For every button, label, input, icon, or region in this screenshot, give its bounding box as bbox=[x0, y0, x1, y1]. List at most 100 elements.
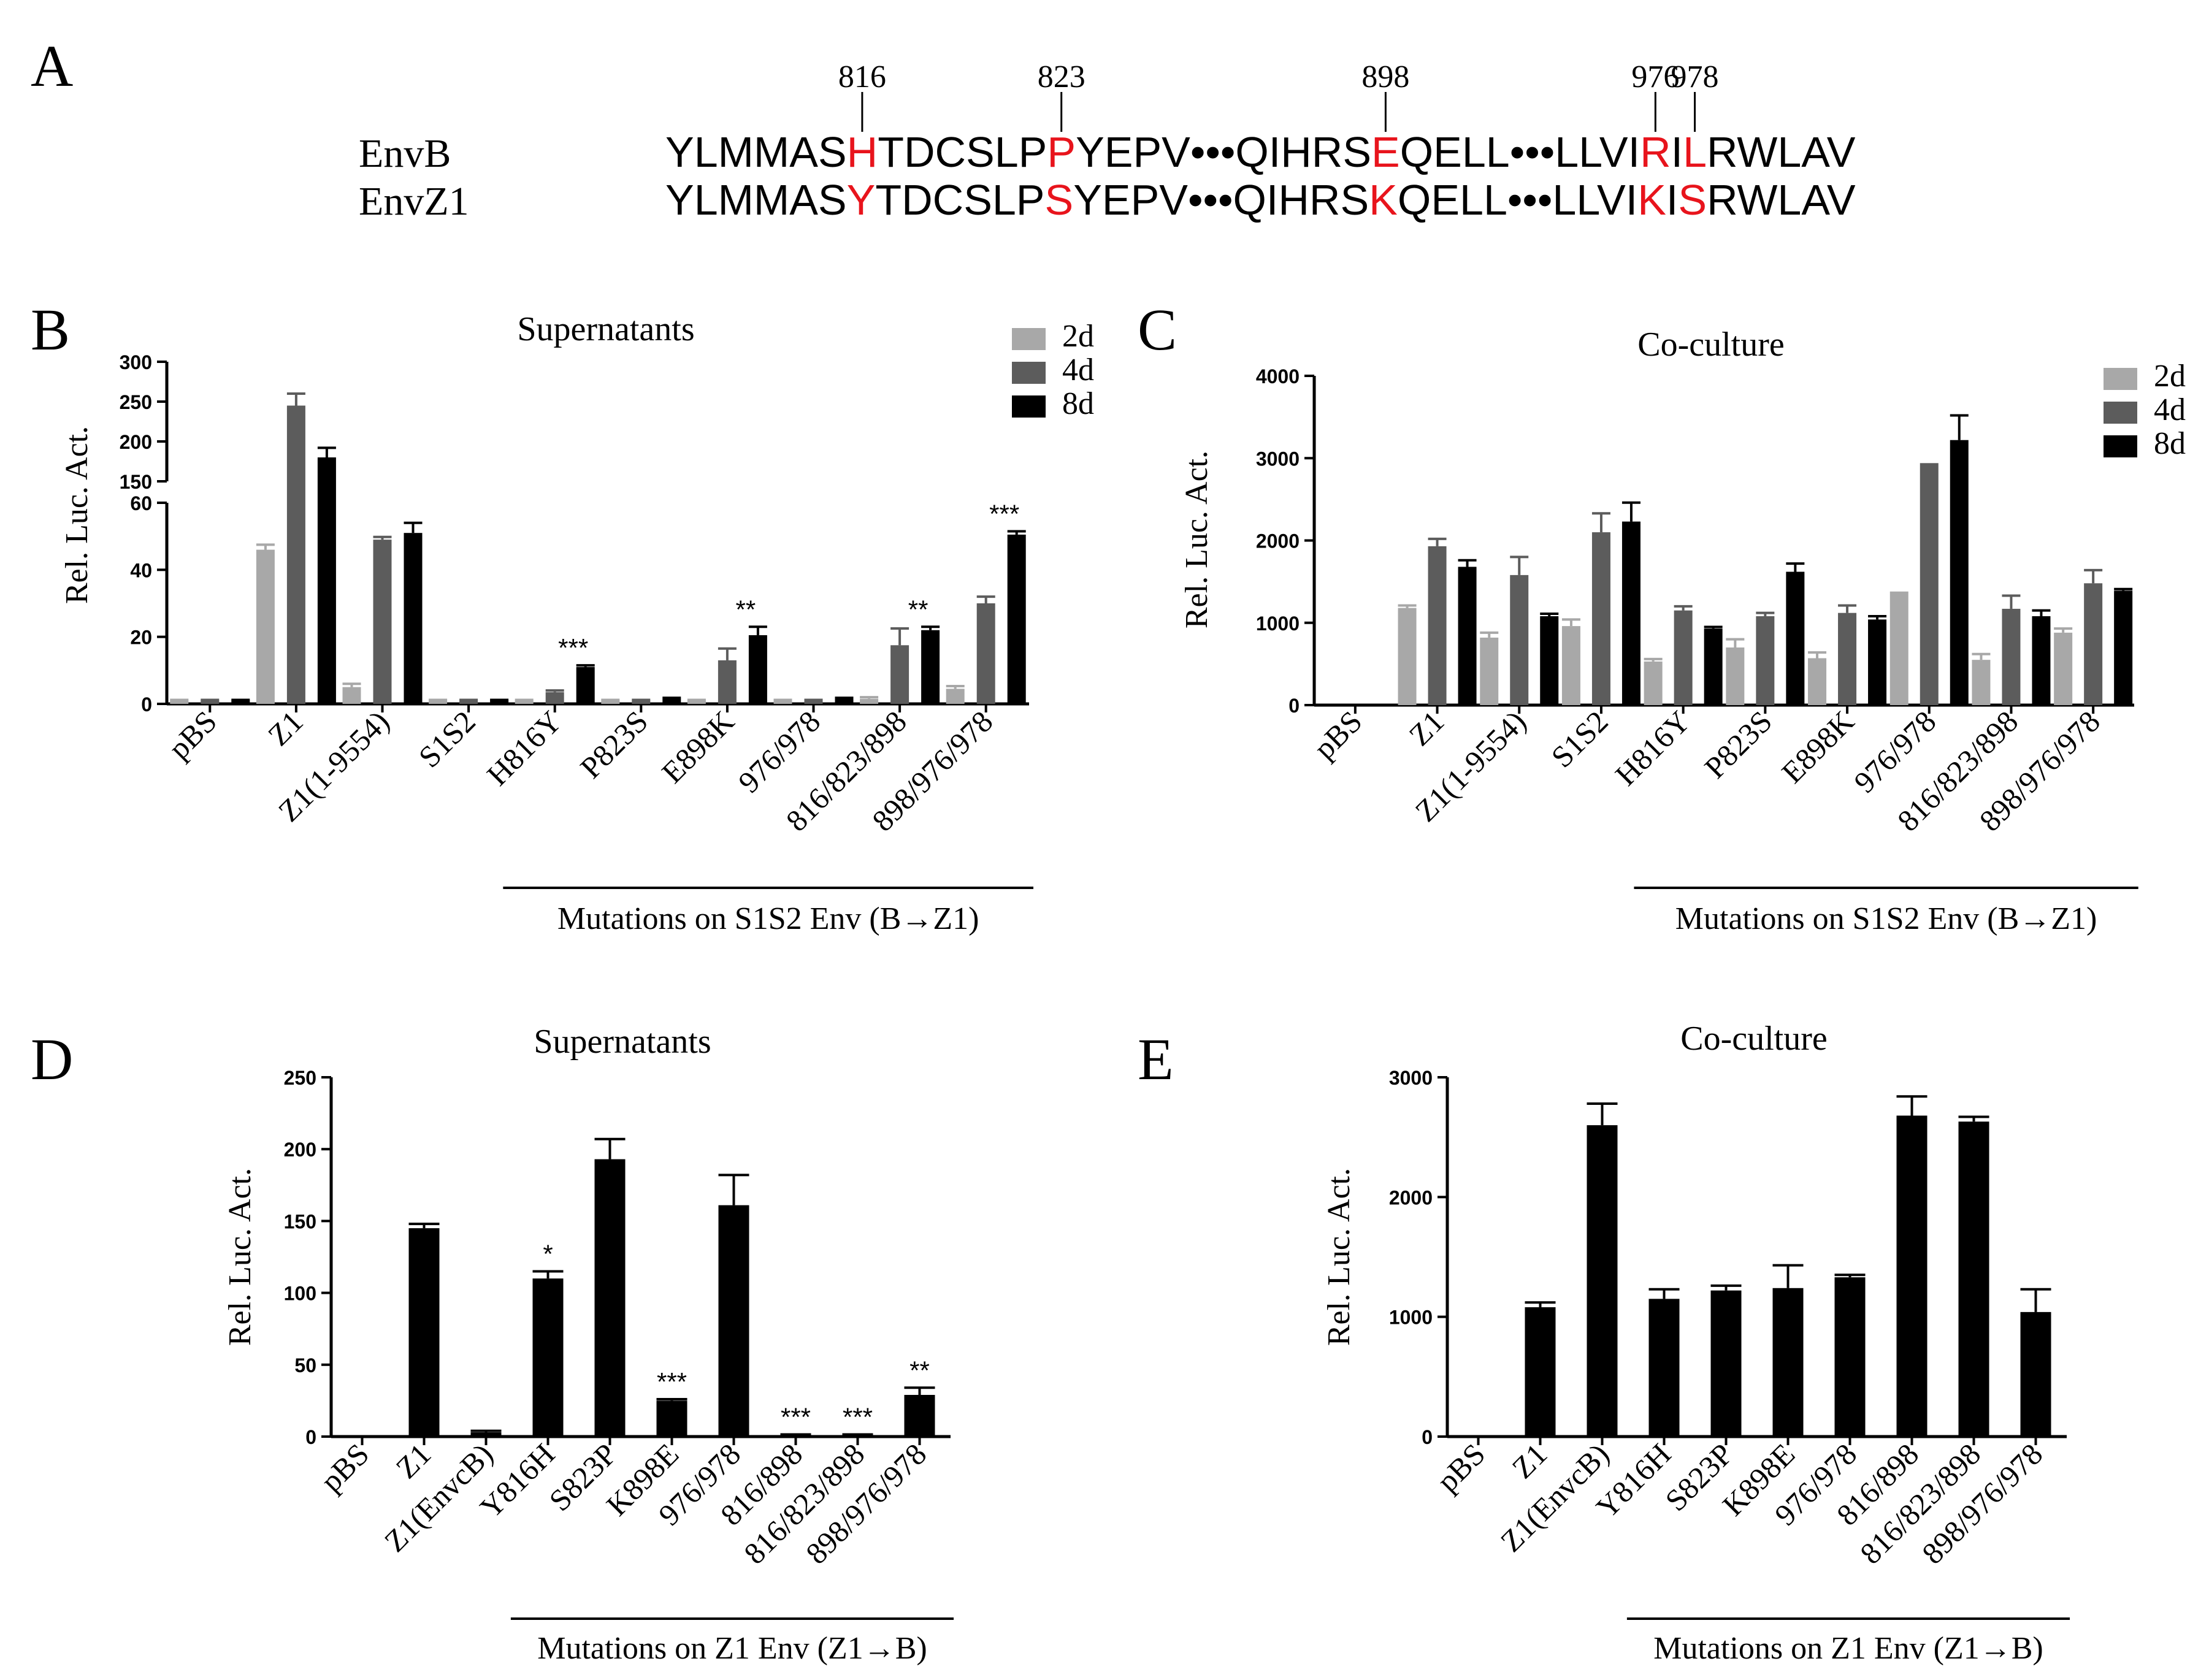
bar-4d-816-823-898 bbox=[2002, 608, 2021, 705]
sequence-segment: QELL•••LLVI bbox=[1400, 128, 1640, 176]
y-axis-label: Rel. Luc. Act. bbox=[1179, 451, 1214, 628]
bar-2d-z1 bbox=[1398, 608, 1417, 705]
bar-2d-e898k bbox=[1808, 658, 1827, 705]
sequence-segment: TDCSLP bbox=[878, 128, 1047, 176]
panel-label-a: A bbox=[31, 33, 73, 99]
legend-swatch-2d bbox=[2104, 368, 2137, 390]
significance-marker: * bbox=[543, 1239, 553, 1268]
sequence-segment: YLMMAS bbox=[665, 128, 847, 176]
panel-label-e: E bbox=[1138, 1026, 1174, 1092]
bar-8d-s1s2 bbox=[490, 700, 509, 704]
legend-swatch-4d bbox=[2104, 402, 2137, 424]
y-tick-label: 150 bbox=[120, 471, 152, 493]
bar-2d-z1-1-9554 bbox=[1480, 637, 1499, 705]
bar-value-s823p bbox=[1710, 1290, 1742, 1437]
legend-label-4d: 4d bbox=[1062, 353, 1094, 388]
bar-4d-e898k bbox=[1838, 613, 1857, 705]
significance-marker: *** bbox=[843, 1402, 873, 1431]
sequence-segment: YLMMAS bbox=[665, 176, 847, 224]
y-tick-label: 50 bbox=[294, 1354, 316, 1376]
sequence-alignment: EnvB EnvZ1 YLMMASHTDCSLPPYEPV•••QIHRSEQE… bbox=[359, 59, 1856, 224]
chart-title: Supernatants bbox=[534, 1023, 711, 1061]
bar-2d-p823s bbox=[601, 700, 620, 704]
y-tick-label: 2000 bbox=[1389, 1186, 1433, 1208]
bar-2d-816-823-898 bbox=[860, 698, 879, 704]
bar-value-k898e bbox=[656, 1400, 687, 1437]
y-axis-label: Rel. Luc. Act. bbox=[59, 426, 94, 604]
mutation-group-label: Mutations on Z1 Env (Z1→B) bbox=[1653, 1631, 2043, 1666]
y-tick-label: 20 bbox=[130, 627, 152, 649]
legend-label-2d: 2d bbox=[2154, 359, 2186, 394]
mutation-group-label: Mutations on S1S2 Env (B→Z1) bbox=[1675, 901, 2097, 936]
bar-value-y816h bbox=[1648, 1299, 1680, 1437]
bar-4d-z1 bbox=[286, 405, 305, 704]
bar-2d-s1s2 bbox=[429, 700, 448, 704]
bar-value-816-823-898 bbox=[1958, 1121, 1989, 1437]
y-tick-label: 300 bbox=[120, 351, 152, 373]
bar-4d-z1-1-9554 bbox=[373, 540, 392, 704]
legend-swatch-4d bbox=[1012, 362, 1046, 384]
legend-label-4d: 4d bbox=[2154, 392, 2186, 427]
sequence-segment: RWLAV bbox=[1707, 128, 1856, 176]
chart-c-coculture: Co-culture Rel. Luc. Act. 0 1000 2000 3000 400… bbox=[1179, 326, 2186, 936]
bar-8d-898-976-978 bbox=[1007, 534, 1026, 704]
bar-value-k898e bbox=[1772, 1288, 1804, 1437]
bar-8d-h816y bbox=[576, 666, 595, 704]
bar-value-816-823-898 bbox=[842, 1435, 873, 1437]
mutation-residue: R bbox=[1640, 128, 1671, 176]
bar-4d-976-978 bbox=[804, 700, 823, 704]
significance-marker: *** bbox=[558, 633, 588, 662]
bar-value-s823p bbox=[594, 1159, 626, 1437]
bar-4d-976-978 bbox=[1920, 463, 1939, 705]
mutation-group-label: Mutations on Z1 Env (Z1→B) bbox=[537, 1631, 927, 1666]
bar-2d-p823s bbox=[1726, 647, 1745, 705]
significance-marker: ** bbox=[736, 595, 756, 624]
bar-4d-s1s2 bbox=[1591, 532, 1610, 705]
bar-4d-s1s2 bbox=[459, 700, 478, 704]
y-tick-label: 40 bbox=[130, 559, 152, 581]
bar-2d-z1-1-9554 bbox=[342, 687, 361, 704]
y-axis-label: Rel. Luc. Act. bbox=[223, 1168, 258, 1346]
y-tick-label: 0 bbox=[1422, 1426, 1433, 1448]
bar-4d-h816y bbox=[545, 692, 564, 704]
bar-8d-z1-1-9554 bbox=[404, 533, 423, 704]
y-tick-label: 1000 bbox=[1256, 613, 1300, 635]
bar-2d-898-976-978 bbox=[2054, 632, 2073, 705]
mutation-group-label: Mutations on S1S2 Env (B→Z1) bbox=[557, 901, 979, 936]
bar-value-z1-envcb bbox=[470, 1432, 502, 1437]
bar-8d-z1-1-9554 bbox=[1540, 616, 1559, 705]
bar-4d-z1 bbox=[1428, 546, 1447, 705]
bar-value-pbs bbox=[346, 1435, 378, 1437]
seq-name-envz1: EnvZ1 bbox=[359, 179, 469, 224]
bar-2d-e898k bbox=[687, 700, 706, 704]
y-tick-label: 150 bbox=[284, 1210, 316, 1232]
bar-4d-p823s bbox=[632, 700, 651, 704]
legend-label-2d: 2d bbox=[1062, 319, 1094, 354]
bar-8d-816-823-898 bbox=[2032, 616, 2051, 705]
bar-8d-p823s bbox=[1786, 571, 1805, 705]
bar-8d-816-823-898 bbox=[921, 630, 940, 704]
significance-marker: *** bbox=[781, 1402, 811, 1431]
bar-4d-h816y bbox=[1674, 610, 1693, 705]
bar-value-898-976-978 bbox=[2020, 1312, 2051, 1437]
chart-title: Supernatants bbox=[517, 310, 694, 348]
bar-8d-976-978 bbox=[835, 698, 854, 704]
bar-8d-pbs bbox=[231, 700, 250, 704]
position-label: 978 bbox=[1671, 59, 1719, 94]
legend-label-8d: 8d bbox=[2154, 426, 2186, 461]
y-tick-label: 200 bbox=[284, 1139, 316, 1161]
mutation-residue: E bbox=[1371, 128, 1400, 176]
y-tick-label: 1000 bbox=[1389, 1307, 1433, 1329]
mutation-residue: S bbox=[1678, 176, 1707, 224]
bar-2d-h816y bbox=[1644, 661, 1663, 705]
bar-4d-p823s bbox=[1756, 616, 1775, 705]
legend-swatch-8d bbox=[2104, 435, 2137, 457]
bar-value-816-898 bbox=[780, 1435, 811, 1437]
y-tick-label: 250 bbox=[284, 1067, 316, 1089]
bar-value-y816h bbox=[532, 1278, 564, 1437]
significance-marker: *** bbox=[657, 1367, 687, 1396]
seq-row-envz1: YLMMASYTDCSLPSYEPV•••QIHRSKQELL•••LLVIKI… bbox=[665, 176, 1856, 224]
sequence-segment: YEPV•••QIHRS bbox=[1073, 176, 1369, 224]
y-tick-label: 0 bbox=[1288, 695, 1300, 717]
bar-value-z1-envcb bbox=[1587, 1125, 1618, 1437]
